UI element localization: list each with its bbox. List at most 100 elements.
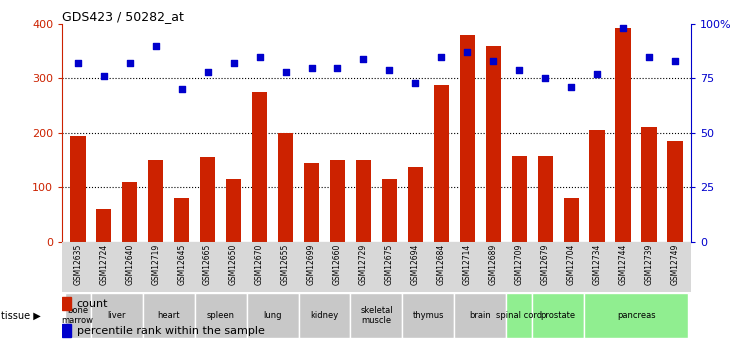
Text: GSM12734: GSM12734 <box>593 244 602 285</box>
Point <box>618 26 629 31</box>
Point <box>254 54 265 59</box>
Text: GDS423 / 50282_at: GDS423 / 50282_at <box>62 10 184 23</box>
Bar <box>512 156 527 242</box>
Text: kidney: kidney <box>311 311 338 320</box>
Bar <box>350 293 403 338</box>
Bar <box>507 293 532 338</box>
Text: GSM12694: GSM12694 <box>411 244 420 285</box>
Text: GSM12724: GSM12724 <box>99 244 108 285</box>
Bar <box>537 156 553 242</box>
Bar <box>584 293 688 338</box>
Text: GSM12709: GSM12709 <box>515 244 524 285</box>
Point <box>461 50 473 55</box>
Text: GSM12699: GSM12699 <box>307 244 316 285</box>
Bar <box>278 133 293 242</box>
Text: GSM12655: GSM12655 <box>281 244 290 285</box>
Text: prostate: prostate <box>541 311 576 320</box>
Bar <box>298 293 350 338</box>
Point <box>280 69 292 75</box>
Bar <box>200 157 216 241</box>
Point <box>228 60 240 66</box>
Bar <box>564 198 579 241</box>
Point <box>72 60 83 66</box>
Bar <box>303 163 319 242</box>
Point <box>488 58 499 64</box>
Bar <box>62 297 72 310</box>
Text: spinal cord: spinal cord <box>496 311 542 320</box>
Bar <box>485 46 501 242</box>
Bar <box>641 127 657 242</box>
Text: GSM12714: GSM12714 <box>463 244 472 285</box>
Bar <box>62 241 691 292</box>
Text: GSM12645: GSM12645 <box>177 244 186 285</box>
Point <box>566 85 577 90</box>
Text: skeletal
muscle: skeletal muscle <box>360 306 393 325</box>
Point <box>643 54 655 59</box>
Point <box>384 67 395 72</box>
Text: spleen: spleen <box>207 311 235 320</box>
Bar <box>251 92 268 242</box>
Text: GSM12729: GSM12729 <box>359 244 368 285</box>
Point <box>436 54 447 59</box>
Text: heart: heart <box>157 311 180 320</box>
Text: count: count <box>77 299 108 309</box>
Point <box>332 65 344 70</box>
Bar <box>330 160 345 242</box>
Text: GSM12675: GSM12675 <box>385 244 394 285</box>
Text: liver: liver <box>107 311 126 320</box>
Text: GSM12665: GSM12665 <box>203 244 212 285</box>
Bar <box>194 293 246 338</box>
Point <box>513 67 525 72</box>
Text: GSM12689: GSM12689 <box>489 244 498 285</box>
Bar <box>148 160 164 242</box>
Point <box>670 58 681 64</box>
Bar <box>403 293 455 338</box>
Point <box>306 65 317 70</box>
Text: GSM12640: GSM12640 <box>125 244 135 285</box>
Text: GSM12670: GSM12670 <box>255 244 264 285</box>
Bar <box>667 141 683 242</box>
Text: thymus: thymus <box>413 311 444 320</box>
Bar <box>122 182 137 241</box>
Text: pancreas: pancreas <box>617 311 656 320</box>
Bar <box>246 293 298 338</box>
Text: lung: lung <box>263 311 282 320</box>
Text: GSM12660: GSM12660 <box>333 244 342 285</box>
Text: GSM12739: GSM12739 <box>645 244 654 285</box>
Bar <box>532 293 584 338</box>
Bar <box>96 209 112 242</box>
Point <box>150 43 162 49</box>
Bar <box>455 293 507 338</box>
Bar <box>62 324 72 337</box>
Bar <box>70 136 86 242</box>
Text: brain: brain <box>469 311 491 320</box>
Bar <box>616 28 631 242</box>
Text: GSM12704: GSM12704 <box>567 244 576 285</box>
Bar <box>433 85 450 242</box>
Point <box>409 80 421 86</box>
Bar <box>143 293 194 338</box>
Point <box>591 71 603 77</box>
Point <box>98 73 110 79</box>
Text: GSM12635: GSM12635 <box>73 244 82 285</box>
Bar <box>174 198 189 241</box>
Point <box>357 56 369 62</box>
Bar <box>408 167 423 242</box>
Text: percentile rank within the sample: percentile rank within the sample <box>77 326 265 336</box>
Point <box>175 87 187 92</box>
Text: GSM12719: GSM12719 <box>151 244 160 285</box>
Point <box>202 69 213 75</box>
Text: GSM12744: GSM12744 <box>618 244 628 285</box>
Bar <box>65 293 91 338</box>
Point <box>124 60 135 66</box>
Text: GSM12679: GSM12679 <box>541 244 550 285</box>
Text: tissue ▶: tissue ▶ <box>1 311 40 321</box>
Bar <box>589 130 605 242</box>
Text: GSM12684: GSM12684 <box>437 244 446 285</box>
Text: GSM12749: GSM12749 <box>671 244 680 285</box>
Bar <box>382 179 397 242</box>
Bar <box>460 35 475 242</box>
Bar <box>356 160 371 242</box>
Point <box>539 76 551 81</box>
Bar <box>91 293 143 338</box>
